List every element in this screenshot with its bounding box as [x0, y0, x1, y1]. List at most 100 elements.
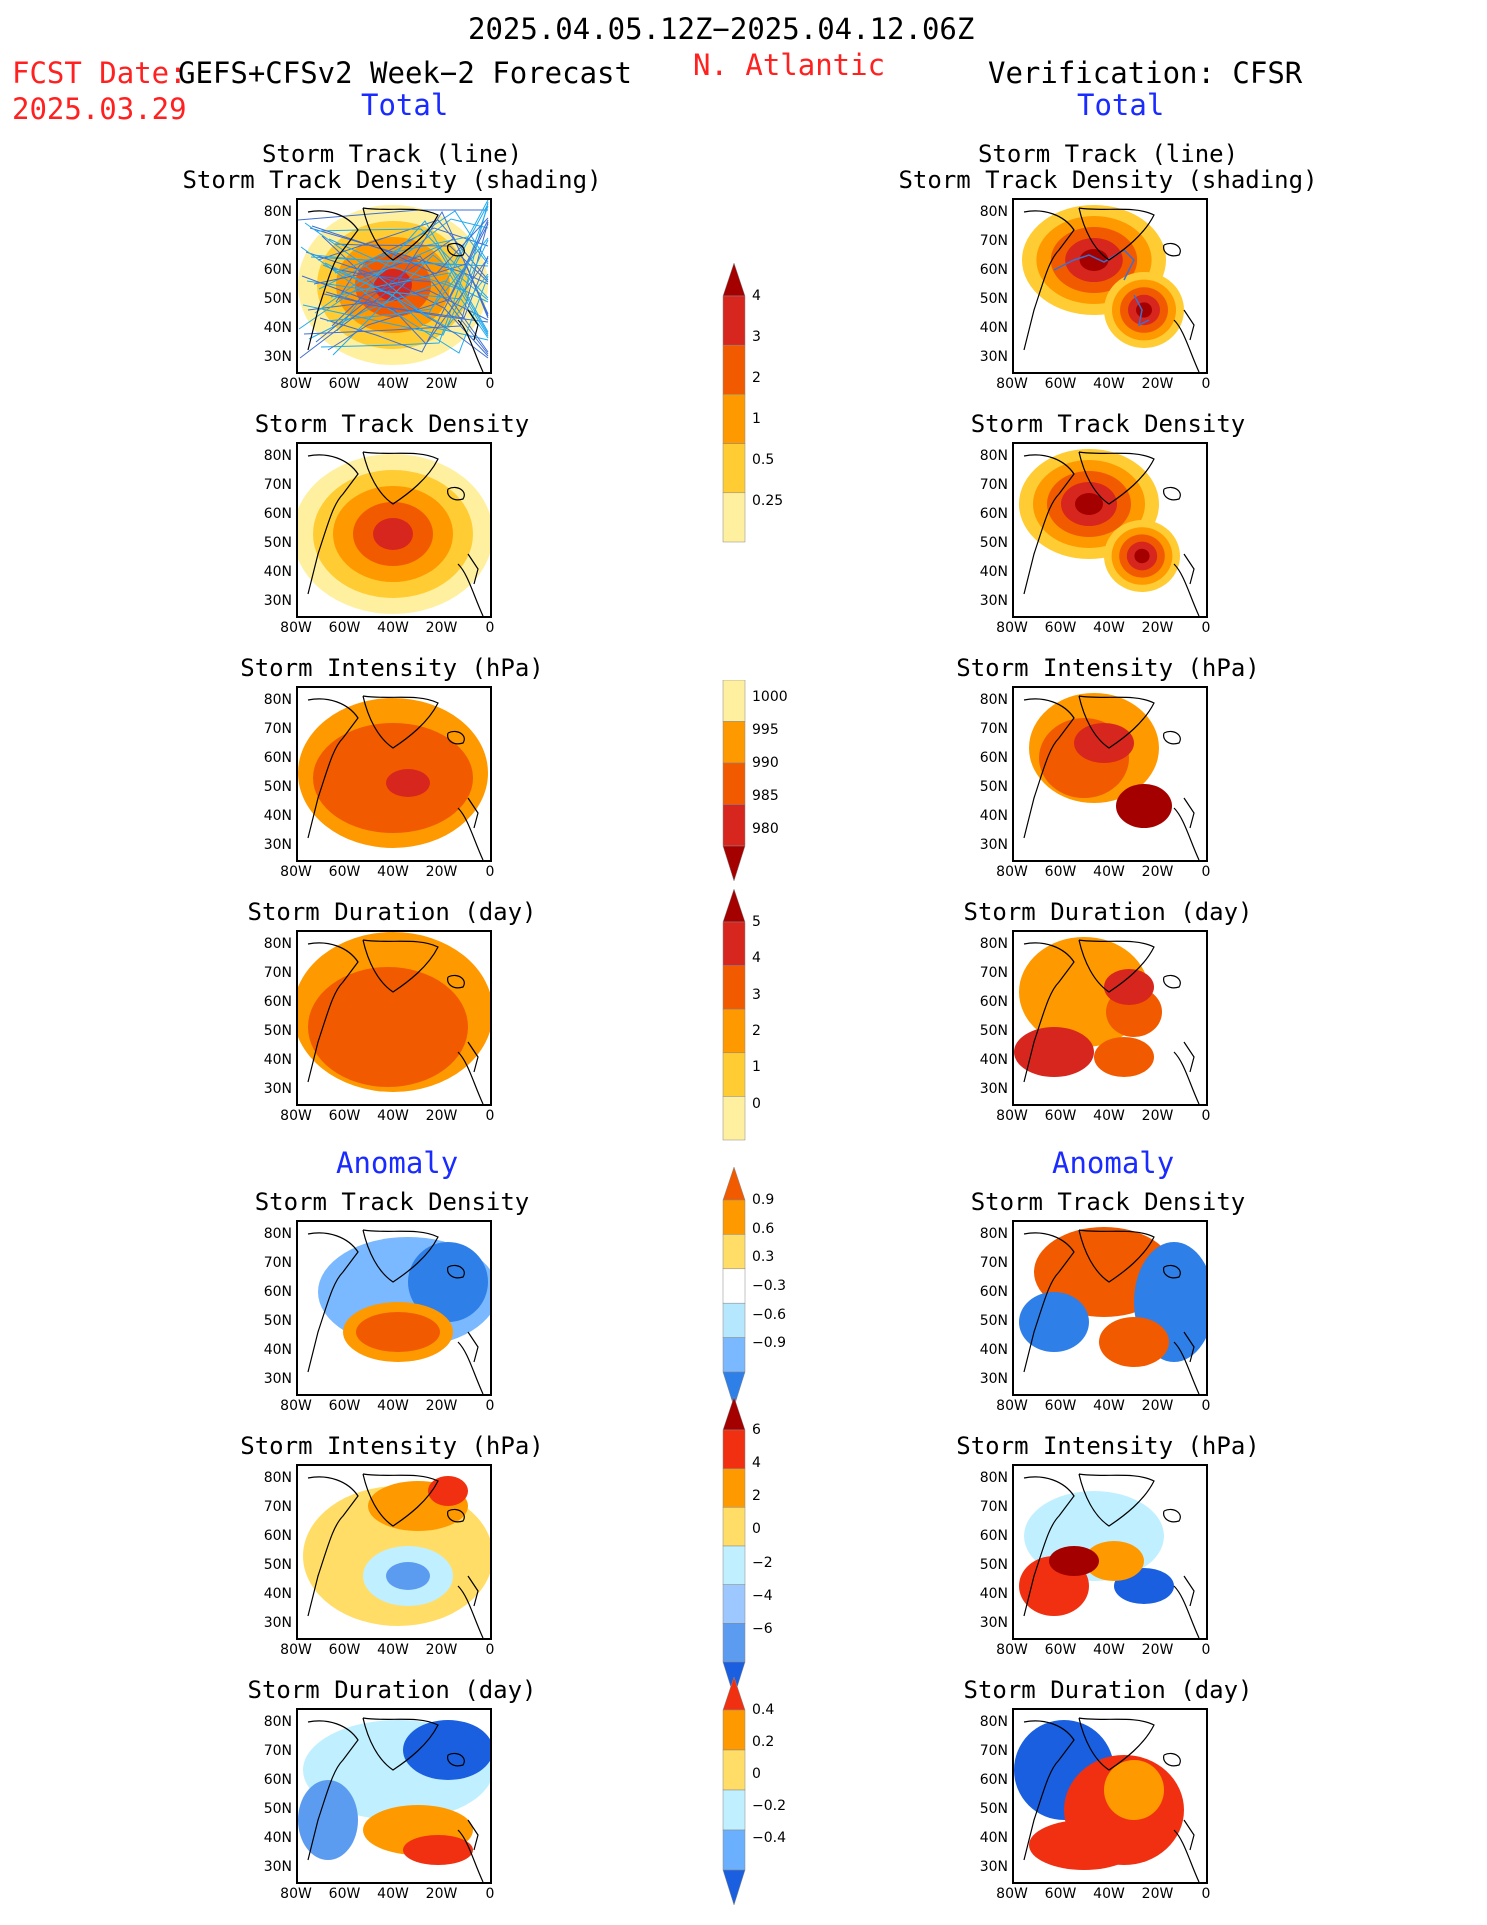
density-region: [298, 1780, 358, 1860]
panel-title: Storm Duration (day): [247, 898, 537, 926]
lat-tick-label: 30N: [263, 1859, 292, 1875]
storm-track-line: [1133, 294, 1150, 327]
lon-tick-label: 20W: [425, 1886, 458, 1902]
lat-tick-label: 50N: [263, 1801, 292, 1817]
lat-tick-label: 60N: [979, 750, 1008, 766]
section-anomaly-right: Anomaly: [1052, 1146, 1175, 1180]
lon-tick-label: 40W: [377, 376, 409, 392]
coastline: [307, 1473, 484, 1638]
coastline: [307, 451, 484, 616]
verification-total-density-map: [1012, 442, 1208, 618]
colorbar-swatch: [722, 1199, 746, 1235]
storm-track-line: [306, 280, 489, 339]
forecast-total-duration-map: [296, 930, 492, 1106]
lat-tick-label: 50N: [263, 1023, 292, 1039]
lat-tick-label: 80N: [979, 1470, 1008, 1486]
lon-tick-label: 60W: [328, 1642, 361, 1658]
lon-tick-label: 20W: [1141, 864, 1174, 880]
density-region: [403, 1835, 473, 1865]
lat-tick-label: 50N: [263, 291, 292, 307]
lon-tick-label: 80W: [996, 620, 1028, 636]
density-region: [1079, 249, 1109, 271]
lon-tick-label: 60W: [328, 620, 361, 636]
lat-tick-label: 30N: [979, 593, 1008, 609]
colorbar-swatch: [722, 921, 746, 966]
colorbar-label: 1: [752, 411, 761, 427]
lon-tick-label: 0: [1201, 1642, 1211, 1658]
lon-tick-label: 0: [485, 1398, 495, 1414]
lat-tick-label: 40N: [263, 808, 292, 824]
lon-tick-label: 0: [485, 1108, 495, 1124]
coastline: [1023, 1229, 1200, 1394]
lat-tick-label: 50N: [979, 779, 1008, 795]
panel-title: Storm Intensity (hPa): [956, 1432, 1260, 1460]
panel-title: Storm Intensity (hPa): [240, 1432, 544, 1460]
colorbar-swatch: [722, 1468, 746, 1508]
density-region: [1019, 1292, 1089, 1352]
density-region: [1104, 969, 1154, 1005]
colorbar-swatch: [722, 295, 746, 346]
lat-tick-label: 70N: [979, 721, 1008, 737]
colorbar-swatch: [722, 1829, 746, 1871]
lon-tick-label: 20W: [1141, 1398, 1174, 1414]
forecast-total-density-map: [296, 442, 492, 618]
lat-tick-label: 60N: [263, 506, 292, 522]
density-region: [1014, 1027, 1094, 1077]
fcst-label: FCST Date:: [12, 56, 187, 90]
lon-tick-label: 60W: [1044, 1108, 1077, 1124]
lat-tick-label: 80N: [979, 204, 1008, 220]
colorbar-label: −2: [752, 1554, 773, 1571]
period-title: 2025.04.05.12Z−2025.04.12.06Z: [468, 12, 975, 46]
colorbar-label: 4: [752, 950, 761, 967]
storm-track-line: [329, 267, 489, 355]
colorbar-swatch: [722, 1096, 746, 1141]
storm-track-line: [313, 255, 489, 353]
lat-tick-label: 30N: [979, 1615, 1008, 1631]
section-total-left: Total: [361, 88, 449, 122]
lon-tick-label: 60W: [1044, 1398, 1077, 1414]
lat-tick-label: 60N: [263, 994, 292, 1010]
lat-tick-label: 80N: [979, 936, 1008, 952]
colorbar-label: −4: [752, 1587, 773, 1604]
lon-tick-label: 0: [485, 376, 495, 392]
density-region: [1134, 548, 1150, 564]
lat-tick-label: 60N: [263, 1772, 292, 1788]
lat-tick-label: 80N: [979, 1714, 1008, 1730]
forecast-anom-intensity-map: [296, 1464, 492, 1640]
verification-total-track-map: [1012, 198, 1208, 374]
panel-title: Storm Track (line): [261, 140, 523, 168]
colorbar-swatch: [722, 1507, 746, 1547]
coastline: [1023, 1473, 1200, 1638]
lat-tick-label: 40N: [263, 564, 292, 580]
colorbar-swatch: [722, 1337, 746, 1373]
colorbar-label: 3: [752, 986, 761, 1003]
colorbar-label: 985: [752, 788, 779, 805]
lat-tick-label: 80N: [979, 1226, 1008, 1242]
storm-track-line: [320, 205, 489, 348]
storm-track-line: [328, 201, 489, 292]
colorbar-label: −0.4: [752, 1830, 786, 1846]
lat-tick-label: 80N: [979, 692, 1008, 708]
lat-tick-label: 30N: [263, 837, 292, 853]
colorbar-label: 5: [752, 914, 761, 930]
lat-tick-label: 60N: [263, 262, 292, 278]
lat-tick-label: 30N: [263, 1371, 292, 1387]
lat-tick-label: 30N: [979, 1081, 1008, 1097]
region-label: N. Atlantic: [693, 48, 886, 82]
verification-anom-density-map: [1012, 1220, 1208, 1396]
lat-tick-label: 50N: [979, 1801, 1008, 1817]
lon-tick-label: 60W: [1044, 376, 1077, 392]
lon-tick-label: 80W: [280, 1398, 312, 1414]
storm-track-line: [298, 209, 488, 221]
lon-tick-label: 60W: [328, 1108, 361, 1124]
colorbar-label: 0: [752, 1521, 761, 1538]
panel-title: Storm Duration (day): [247, 1676, 537, 1704]
lon-tick-label: 60W: [1044, 1886, 1077, 1902]
lon-tick-label: 80W: [280, 620, 312, 636]
lon-tick-label: 20W: [1141, 620, 1174, 636]
lat-tick-label: 70N: [263, 1499, 292, 1515]
colorbar-label: 0.6: [752, 1220, 775, 1237]
colorbar: [722, 680, 746, 882]
verification-label: Verification: CFSR: [988, 56, 1303, 90]
lat-tick-label: 70N: [979, 1255, 1008, 1271]
